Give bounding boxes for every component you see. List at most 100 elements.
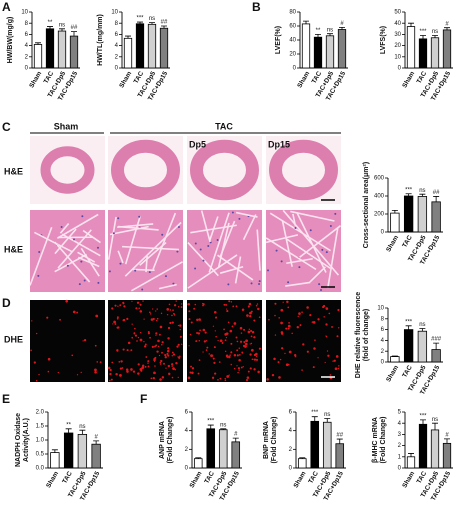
error-bar	[220, 428, 227, 430]
dhe-spot	[250, 329, 253, 332]
nucleus	[172, 282, 175, 285]
panel-letter: A	[2, 0, 11, 14]
dhe-spot	[157, 339, 160, 343]
dhe-spot	[217, 339, 219, 342]
dhe-spot	[168, 372, 171, 376]
dhe-spot	[179, 328, 181, 331]
error-bar	[405, 193, 412, 196]
dhe-spot	[326, 350, 329, 352]
dhe-spot	[202, 351, 204, 353]
bar	[403, 195, 414, 233]
dhe-spot	[337, 308, 340, 312]
error-bar	[47, 26, 53, 29]
error-bar	[391, 355, 398, 357]
y-tick-label: 1	[398, 454, 402, 460]
dhe-spot	[301, 369, 303, 371]
dhe-spot	[249, 353, 252, 356]
dhe-spot	[177, 376, 179, 379]
dhe-spot	[174, 368, 177, 371]
dhe-spot	[243, 328, 246, 331]
dhe-spot	[188, 310, 191, 313]
error-bar	[299, 457, 306, 459]
dhe-spot	[274, 334, 277, 336]
dhe-spot	[176, 345, 179, 348]
bar	[390, 356, 400, 363]
dhe-spot	[233, 322, 237, 325]
dhe-spot	[325, 323, 328, 326]
dhe-spot	[298, 312, 301, 315]
error-bar	[433, 342, 440, 350]
y-tick-label: 2	[115, 54, 119, 60]
y-tick-label: 0	[398, 466, 402, 472]
dhe-spot	[281, 332, 284, 335]
dhe-spot	[331, 326, 333, 328]
significance: ns	[419, 322, 425, 328]
micrographs	[29, 136, 342, 382]
dhe-spot	[338, 365, 340, 367]
y-tick-label: 0.5	[36, 452, 45, 458]
significance: ***	[136, 16, 144, 22]
dhe-spot	[277, 361, 280, 364]
dhe-spot	[114, 304, 117, 307]
y-tick-label: 4	[289, 428, 293, 434]
error-bar	[324, 418, 331, 423]
cell-border	[77, 256, 100, 268]
dhe-spot	[205, 339, 208, 342]
dhe-spot	[196, 318, 199, 322]
y-tick-label: 200	[374, 212, 385, 218]
dhe-spot	[94, 368, 97, 372]
cell-border	[269, 212, 331, 252]
y-axis-label: BNP mRNA	[263, 421, 270, 459]
dhe-spot	[153, 371, 156, 375]
dhe-spot	[172, 367, 175, 371]
dhe-spot	[256, 303, 259, 305]
dhe-spot	[189, 333, 192, 336]
dhe-spot	[336, 335, 339, 338]
cell-border	[117, 250, 124, 264]
dhe-spot	[171, 365, 173, 367]
dhe-spot	[313, 347, 316, 350]
error-bar	[339, 27, 345, 30]
dhe-spot	[187, 376, 191, 380]
dhe-spot	[139, 338, 143, 342]
dhe-spot	[237, 367, 241, 370]
dhe-spot	[306, 350, 309, 353]
cell-border	[54, 253, 88, 273]
dhe-spot	[212, 357, 215, 360]
x-tick-label: Sham	[385, 364, 400, 383]
dhe-spot	[57, 371, 59, 374]
nucleus	[83, 279, 86, 282]
dhe-spot	[245, 339, 248, 343]
dhe-spot	[231, 325, 234, 328]
dhe-spot	[297, 315, 299, 318]
significance: ns	[79, 424, 85, 430]
dhe-spot	[236, 340, 239, 343]
significance: ns	[149, 16, 155, 22]
significance: ns	[419, 188, 425, 194]
dhe-spot	[134, 334, 138, 337]
dhe-spot	[233, 367, 236, 370]
dhe-spot	[135, 307, 138, 310]
cell-border	[54, 241, 91, 283]
dhe-spot	[171, 314, 173, 317]
dhe-spot	[127, 341, 131, 345]
bar	[337, 29, 347, 69]
nucleus	[321, 248, 324, 251]
dhe-spot	[145, 356, 148, 358]
dhe-spot	[215, 316, 218, 319]
x-tick-label: Sham	[401, 470, 416, 489]
dhe-spot	[171, 376, 174, 379]
dhe-spot	[130, 368, 133, 371]
dhe-spot	[111, 307, 114, 310]
cell-border	[327, 227, 339, 289]
dhe-spot	[246, 376, 250, 379]
y-axis-label: (Fold Change)	[271, 416, 278, 463]
nucleus	[238, 217, 241, 220]
dhe-spot	[116, 316, 119, 319]
nucleus	[138, 215, 141, 218]
dhe-spot	[287, 324, 291, 328]
y-tick-label: 4	[25, 43, 29, 49]
bar	[206, 428, 216, 469]
cell-border	[187, 254, 238, 289]
nucleus	[73, 238, 76, 241]
